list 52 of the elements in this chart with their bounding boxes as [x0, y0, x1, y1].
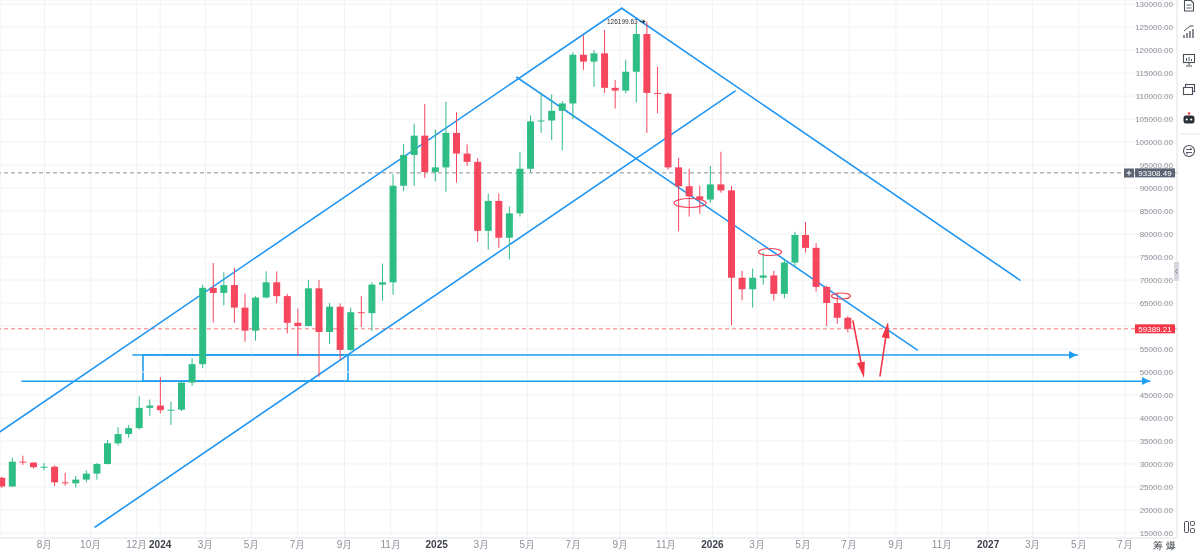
- x-tick-label: 2024: [149, 539, 172, 551]
- x-tick-label: 7月: [1117, 539, 1133, 551]
- y-tick-label: 75000.00: [1139, 252, 1174, 262]
- y-tick-label: 85000.00: [1139, 206, 1174, 216]
- x-tick-label: 3月: [197, 539, 214, 551]
- x-tick-label: 7月: [841, 539, 857, 551]
- x-tick-label: 7月: [289, 539, 306, 551]
- y-tick-label: 25000.00: [1139, 482, 1174, 492]
- y-tick-label: 120000.00: [1135, 45, 1174, 55]
- x-tick-label: 3月: [473, 539, 490, 551]
- y-tick-label: 30000.00: [1139, 459, 1174, 469]
- x-tick-label: 5月: [795, 539, 811, 551]
- x-tick-label: 8月: [36, 539, 53, 551]
- y-tick-label: 115000.00: [1135, 68, 1174, 78]
- ref-line-label: 59389.21: [1138, 324, 1173, 334]
- ref-line-label: 93308.49: [1138, 168, 1173, 178]
- text: 筹: [1153, 539, 1163, 551]
- y-tick-label: 15000.00: [1139, 528, 1174, 538]
- x-tick-label: 9月: [888, 539, 904, 551]
- y-tick-label: 50000.00: [1139, 367, 1174, 377]
- x-tick-label: 5月: [243, 539, 260, 551]
- x-tick-label: 2027: [977, 539, 1000, 551]
- x-tick-label: 7月: [565, 539, 582, 551]
- y-tick-label: 80000.00: [1139, 229, 1174, 239]
- y-tick-label: 100000.00: [1135, 137, 1174, 147]
- text: 爆: [1166, 539, 1176, 551]
- x-tick-label: 9月: [612, 539, 629, 551]
- y-tick-label: 90000.00: [1139, 183, 1174, 193]
- x-tick-label: 11月: [380, 539, 401, 551]
- y-tick-label: 95000.00: [1139, 160, 1174, 170]
- x-tick-label: 3月: [1024, 539, 1041, 551]
- y-tick-label: 105000.00: [1135, 114, 1174, 124]
- x-tick-label: 11月: [931, 539, 953, 551]
- y-tick-label: 130000.00: [1135, 0, 1174, 9]
- y-tick-label: 20000.00: [1139, 505, 1174, 515]
- x-tick-label: 11月: [656, 539, 677, 551]
- x-tick-label: 3月: [749, 539, 765, 551]
- x-tick-label: 5月: [519, 539, 536, 551]
- x-tick-label: 10月: [80, 539, 102, 551]
- x-tick-label: 9月: [336, 539, 353, 551]
- x-tick-label: 2025: [425, 539, 449, 551]
- y-tick-label: 110000.00: [1135, 91, 1174, 101]
- y-tick-label: 35000.00: [1139, 436, 1174, 446]
- y-tick-label: 70000.00: [1139, 275, 1174, 285]
- y-tick-label: 55000.00: [1139, 344, 1174, 354]
- x-tick-label: 2026: [701, 539, 724, 551]
- x-tick-label: 5月: [1071, 539, 1087, 551]
- y-tick-label: 40000.00: [1139, 413, 1174, 423]
- x-tick-label: 12月: [126, 539, 148, 551]
- y-tick-label: 125000.00: [1135, 22, 1174, 32]
- y-tick-label: 45000.00: [1139, 390, 1174, 400]
- y-tick-label: 65000.00: [1139, 298, 1174, 308]
